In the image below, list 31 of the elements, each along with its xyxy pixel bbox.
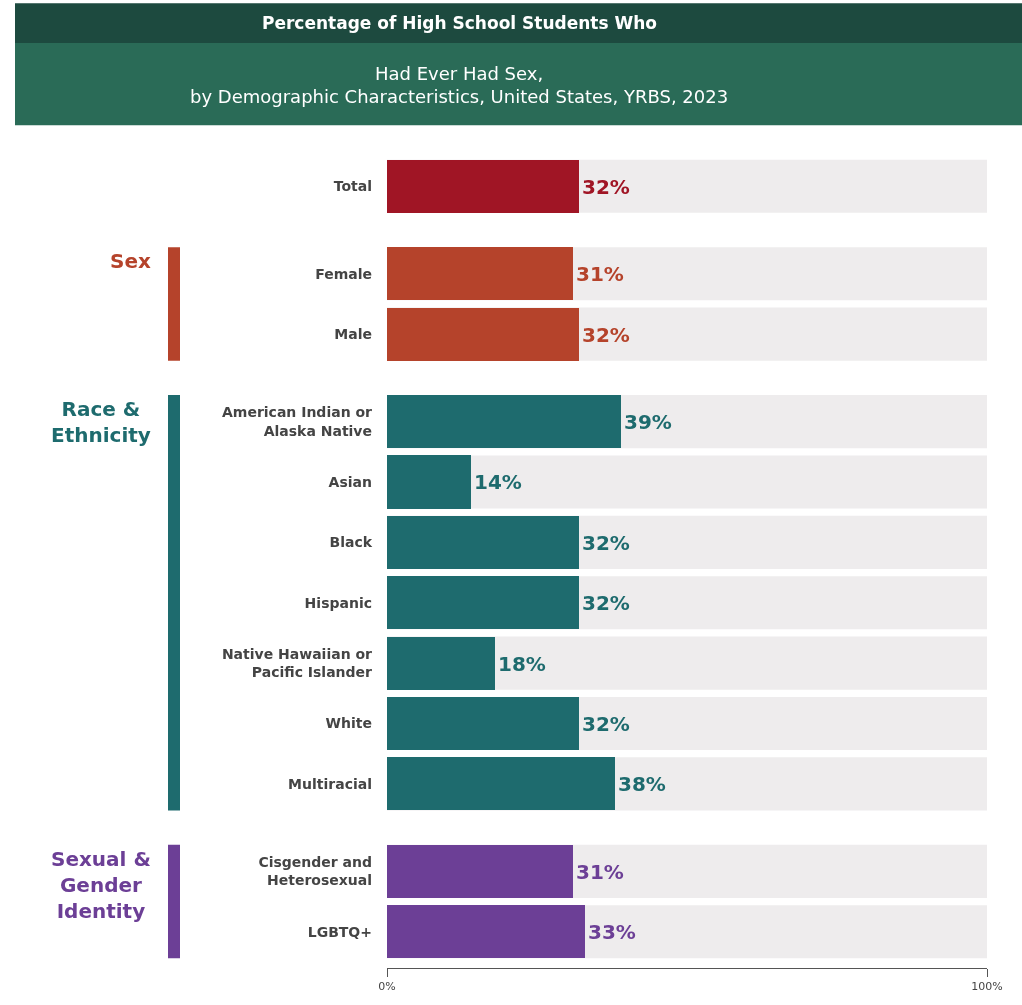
data-label: 39% (624, 409, 672, 434)
data-label: 33% (588, 919, 636, 944)
y-tick-label: Total (333, 178, 372, 195)
y-tick-label: LGBTQ+ (307, 923, 372, 940)
y-tick-label: White (325, 715, 372, 732)
data-label: 32% (582, 530, 630, 555)
y-tick-label: Hispanic (304, 594, 372, 611)
y-tick-label: American Indian or Alaska Native (221, 404, 373, 439)
y-tick-label: Black (329, 534, 373, 551)
data-label: 31% (576, 261, 624, 286)
chart-subtitle: Had Ever Had Sex, by Demographic Characteristics, United States, YRBS, 2023 (190, 63, 729, 108)
text: Sex (110, 249, 151, 273)
text: Race & Ethnicity (51, 397, 151, 447)
data-label: 32% (582, 174, 630, 199)
data-label: 31% (576, 859, 624, 884)
data-label: 14% (474, 470, 522, 494)
y-tick-label: Native Hawaiian or Pacific Islander (221, 645, 373, 681)
data-label: 32% (582, 711, 630, 736)
y-tick-label: Male (334, 326, 372, 343)
data-label: 32% (582, 590, 630, 615)
x-tick-label: 0% (378, 980, 396, 994)
y-tick-label: Multiracial (288, 775, 372, 792)
data-label: 32% (582, 322, 630, 347)
data-label: 18% (498, 651, 546, 676)
y-tick-label: Asian (328, 473, 372, 490)
data-label: 38% (618, 771, 666, 796)
text: Sexual & Gender Identity (51, 847, 151, 923)
y-tick-label: Cisgender and Heterosexual (258, 854, 372, 889)
x-tick-label: 100% (971, 980, 1003, 994)
y-tick-label: Female (315, 265, 372, 282)
chart-title: Percentage of High School Students Who (262, 13, 658, 33)
